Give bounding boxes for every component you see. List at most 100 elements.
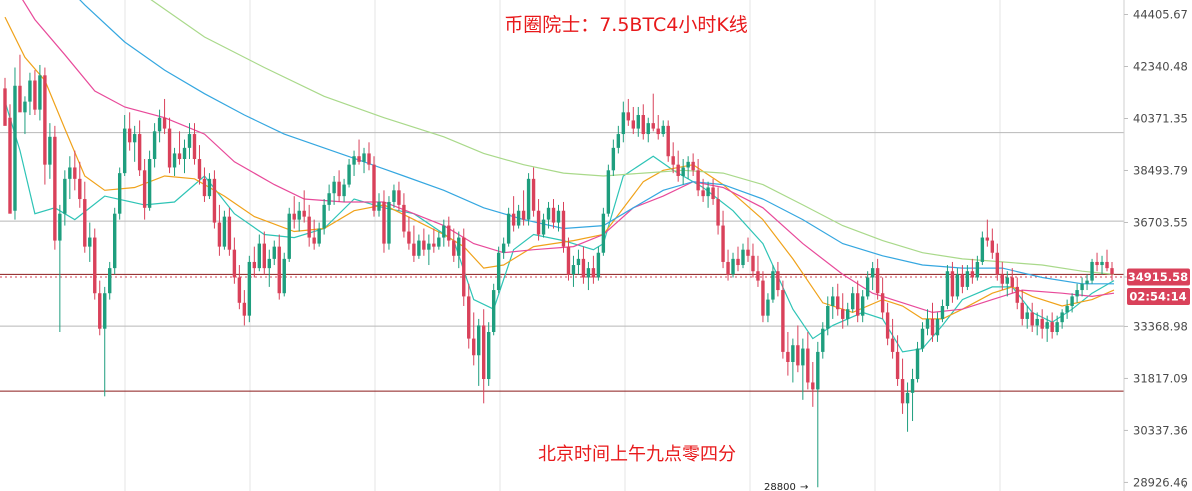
candle[interactable] — [407, 216, 411, 250]
candle[interactable] — [651, 93, 655, 132]
candle[interactable] — [227, 207, 232, 256]
candle[interactable] — [551, 199, 556, 229]
candle[interactable] — [152, 123, 157, 168]
candle[interactable] — [1100, 255, 1104, 275]
candle[interactable] — [521, 190, 526, 226]
candle[interactable] — [1090, 258, 1094, 284]
candle[interactable] — [920, 322, 925, 352]
candle[interactable] — [68, 156, 72, 200]
candle[interactable] — [103, 286, 107, 397]
candle[interactable] — [671, 142, 675, 174]
candle[interactable] — [93, 228, 97, 300]
candle[interactable] — [561, 201, 566, 253]
candle[interactable] — [791, 338, 795, 383]
candle[interactable] — [865, 271, 870, 300]
candle[interactable] — [317, 222, 321, 247]
candle[interactable] — [910, 368, 915, 422]
candle[interactable] — [257, 234, 262, 272]
candle[interactable] — [1105, 249, 1109, 272]
candle[interactable] — [726, 249, 730, 281]
candle[interactable] — [636, 106, 640, 137]
candle[interactable] — [606, 164, 611, 217]
candle[interactable] — [417, 234, 421, 259]
candle[interactable] — [13, 67, 17, 220]
candle[interactable] — [855, 280, 860, 323]
candle[interactable] — [1045, 315, 1049, 342]
candle[interactable] — [237, 265, 242, 310]
candle[interactable] — [851, 286, 855, 313]
candle[interactable] — [681, 159, 685, 185]
candle[interactable] — [601, 207, 606, 256]
candle[interactable] — [860, 290, 865, 323]
candle[interactable] — [1020, 290, 1024, 326]
candle[interactable] — [736, 246, 740, 272]
candle[interactable] — [656, 115, 660, 140]
candle[interactable] — [1010, 268, 1014, 294]
candle[interactable] — [38, 64, 42, 121]
candle[interactable] — [337, 170, 341, 202]
candle[interactable] — [990, 228, 995, 259]
candle[interactable] — [985, 219, 990, 247]
candle[interactable] — [482, 309, 486, 404]
candle[interactable] — [965, 265, 970, 291]
candle[interactable] — [357, 139, 361, 165]
candle[interactable] — [661, 120, 665, 137]
candle[interactable] — [327, 184, 331, 211]
candle[interactable] — [427, 234, 431, 266]
candle[interactable] — [950, 261, 955, 303]
candle[interactable] — [322, 199, 326, 235]
candle[interactable] — [846, 302, 850, 326]
candle[interactable] — [367, 142, 371, 171]
candle[interactable] — [162, 98, 167, 135]
candle[interactable] — [925, 309, 930, 336]
candle[interactable] — [48, 123, 52, 179]
candle[interactable] — [496, 246, 501, 294]
candle[interactable] — [556, 204, 561, 232]
candle[interactable] — [786, 331, 790, 376]
candle[interactable] — [1025, 306, 1029, 329]
candle[interactable] — [1080, 277, 1084, 297]
candle[interactable] — [1055, 315, 1059, 336]
candle[interactable] — [691, 153, 695, 176]
candle[interactable] — [3, 77, 7, 126]
candle[interactable] — [516, 204, 521, 229]
candle[interactable] — [442, 219, 446, 247]
candle[interactable] — [935, 312, 940, 342]
candle[interactable] — [192, 123, 197, 165]
candle[interactable] — [73, 150, 77, 191]
candle[interactable] — [462, 228, 466, 307]
candle[interactable] — [137, 120, 142, 176]
candle[interactable] — [776, 261, 780, 297]
candle[interactable] — [113, 207, 117, 275]
candle[interactable] — [292, 196, 296, 229]
candle[interactable] — [232, 237, 237, 284]
candle[interactable] — [282, 252, 286, 297]
candle[interactable] — [796, 325, 800, 373]
candle[interactable] — [526, 173, 531, 226]
candle[interactable] — [432, 228, 436, 253]
candle[interactable] — [402, 193, 406, 238]
candle[interactable] — [945, 265, 950, 310]
candle[interactable] — [641, 104, 645, 140]
candle[interactable] — [491, 283, 496, 336]
candle[interactable] — [761, 271, 765, 323]
candle[interactable] — [701, 178, 705, 202]
candle[interactable] — [711, 178, 715, 205]
candle[interactable] — [217, 204, 222, 256]
candle[interactable] — [875, 258, 880, 300]
candle[interactable] — [1000, 261, 1004, 291]
candle[interactable] — [706, 181, 710, 208]
candle[interactable] — [108, 261, 112, 300]
candle[interactable] — [88, 222, 92, 262]
candle[interactable] — [342, 178, 346, 202]
candle[interactable] — [831, 286, 835, 319]
candle[interactable] — [1040, 309, 1044, 339]
candle[interactable] — [970, 258, 975, 284]
candle[interactable] — [167, 117, 172, 174]
candle[interactable] — [262, 231, 266, 275]
candle[interactable] — [576, 249, 581, 275]
candle[interactable] — [28, 72, 32, 116]
candle[interactable] — [247, 255, 252, 323]
candle[interactable] — [387, 196, 391, 250]
